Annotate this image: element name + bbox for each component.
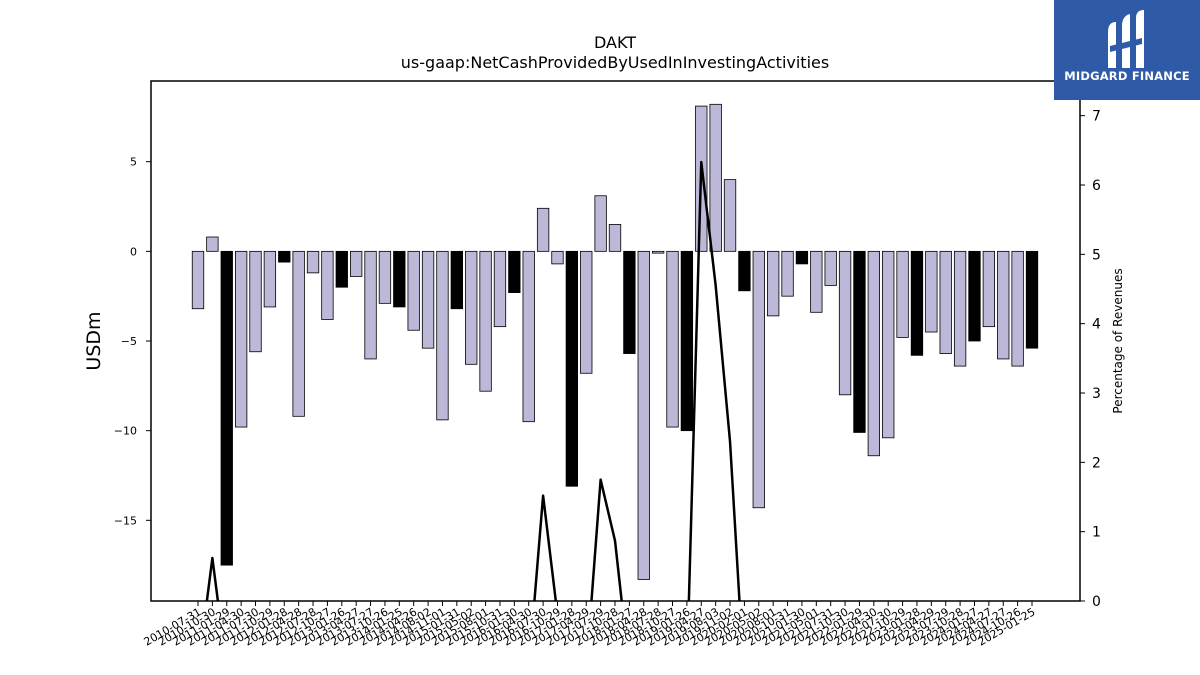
bar xyxy=(810,250,823,313)
y-tick-label: 5 xyxy=(130,156,137,169)
bar xyxy=(709,103,722,252)
y2-tick-label: 1 xyxy=(1092,525,1101,541)
bar xyxy=(508,250,521,293)
bar xyxy=(824,250,837,286)
bar-series xyxy=(191,103,1039,580)
bar xyxy=(608,224,622,252)
bar xyxy=(723,179,737,252)
bar xyxy=(882,250,895,439)
bar xyxy=(465,250,478,365)
chart-title: DAKT xyxy=(594,33,636,52)
logo-mark-icon xyxy=(1108,10,1144,68)
bar xyxy=(968,250,981,342)
bar xyxy=(997,250,1010,360)
bar xyxy=(781,250,794,297)
bar xyxy=(752,250,765,509)
bar xyxy=(1011,250,1024,367)
brand-name: MIDGARD FINANCE xyxy=(1064,69,1190,83)
y-axis-ticks: 5 0 −5 −10 −15 xyxy=(114,156,151,527)
bar xyxy=(551,250,564,265)
bar xyxy=(220,250,233,566)
bar xyxy=(263,250,277,308)
bar xyxy=(637,250,650,580)
y-tick-label: −10 xyxy=(114,425,137,438)
bar xyxy=(623,250,636,354)
bar xyxy=(191,250,205,310)
bar xyxy=(1025,250,1039,349)
brand-logo: MIDGARD FINANCE xyxy=(1054,0,1200,100)
bar xyxy=(939,250,952,354)
bar xyxy=(234,250,248,428)
bar xyxy=(925,250,938,333)
revenue-percentage-line xyxy=(205,160,741,601)
y2-tick-label: 2 xyxy=(1092,455,1101,471)
bar xyxy=(249,250,262,353)
bar xyxy=(522,250,535,423)
y2-tick-label: 3 xyxy=(1092,386,1101,402)
y-tick-label: 0 xyxy=(130,245,137,258)
bar xyxy=(378,250,392,304)
line-series xyxy=(205,160,741,601)
bar xyxy=(896,250,909,338)
y2-tick-label: 7 xyxy=(1092,109,1101,125)
bar xyxy=(436,250,449,421)
y2-tick-label: 4 xyxy=(1092,317,1101,333)
y2-axis-label: Percentage of Revenues xyxy=(1111,268,1125,413)
bar xyxy=(479,250,492,392)
bar xyxy=(407,250,420,331)
bar xyxy=(666,250,679,428)
bar xyxy=(867,250,880,457)
bar xyxy=(364,250,377,360)
bar xyxy=(321,250,334,320)
y-tick-label: −5 xyxy=(121,335,137,348)
bar xyxy=(594,195,607,252)
y2-axis-ticks: 0 1 2 3 4 5 6 7 xyxy=(1080,109,1101,610)
bar xyxy=(421,250,435,349)
chart-subtitle: us-gaap:NetCashProvidedByUsedInInvesting… xyxy=(401,53,829,72)
bar xyxy=(795,250,809,265)
bar xyxy=(767,250,780,317)
bar xyxy=(350,250,363,277)
x-axis-ticks: 2010-07-312010-10-302011-01-292011-04-30… xyxy=(142,601,1038,649)
bar xyxy=(335,250,348,288)
y-axis-label: USDm xyxy=(83,311,105,370)
bar xyxy=(565,250,579,487)
bar xyxy=(306,250,320,274)
bar xyxy=(738,250,751,292)
bar xyxy=(580,250,593,374)
y2-tick-label: 6 xyxy=(1092,178,1101,194)
bar xyxy=(206,236,219,252)
bar xyxy=(982,250,996,328)
bar xyxy=(680,250,694,432)
y2-tick-label: 5 xyxy=(1092,247,1101,263)
bar xyxy=(838,250,852,396)
bar xyxy=(292,250,305,417)
bar xyxy=(393,250,406,308)
bar xyxy=(953,250,967,367)
bar xyxy=(853,250,866,433)
bar xyxy=(493,250,507,328)
y-tick-label: −15 xyxy=(114,514,137,527)
bar xyxy=(910,250,924,356)
bar xyxy=(651,250,665,254)
bar xyxy=(450,250,463,310)
bar xyxy=(278,250,291,263)
bar xyxy=(536,207,550,252)
y2-tick-label: 0 xyxy=(1092,594,1101,610)
